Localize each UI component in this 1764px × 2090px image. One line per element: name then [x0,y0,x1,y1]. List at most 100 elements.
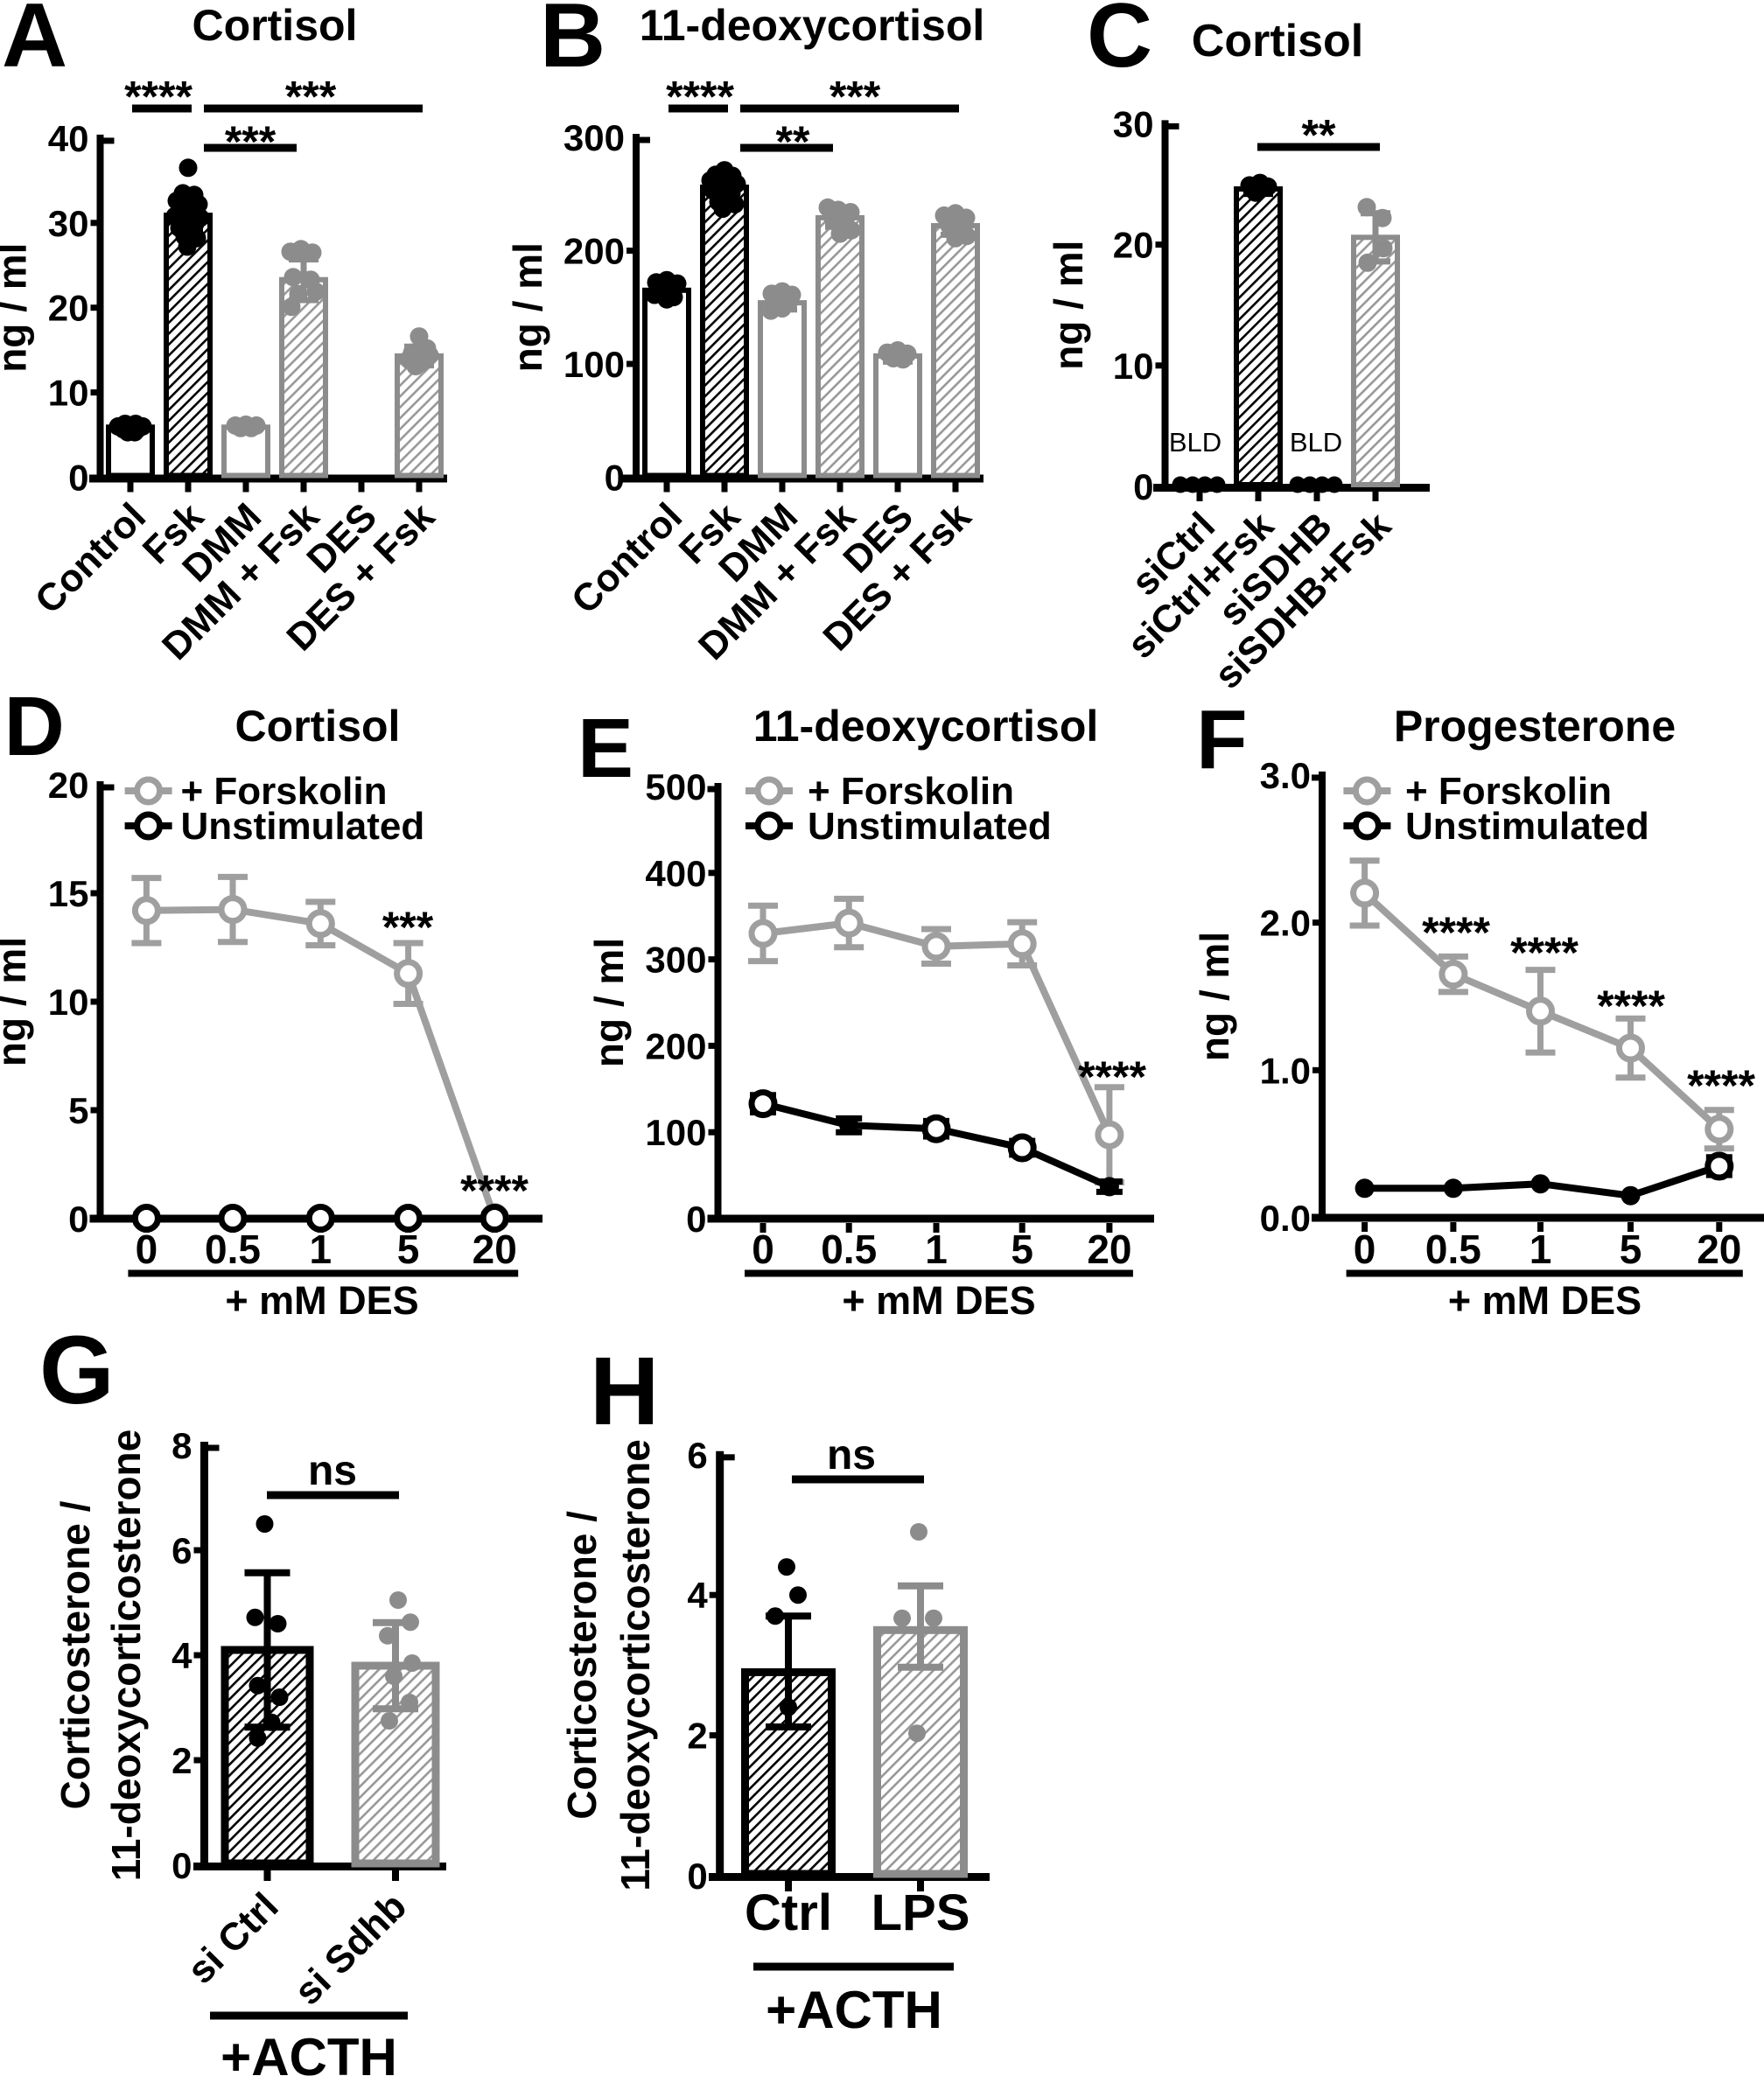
svg-text:+ Forskolin: + Forskolin [1405,770,1612,813]
svg-text:20: 20 [472,1227,517,1272]
svg-text:30: 30 [1113,103,1154,144]
svg-text:***: *** [382,903,434,952]
svg-text:4: 4 [687,1575,708,1616]
svg-text:30: 30 [48,203,89,244]
svg-text:2: 2 [687,1716,707,1757]
svg-text:****: **** [1597,982,1665,1031]
svg-text:100: 100 [564,344,625,385]
svg-text:2.0: 2.0 [1260,903,1311,944]
svg-text:0: 0 [68,1199,88,1240]
svg-text:10: 10 [48,373,89,414]
svg-text:20: 20 [1113,225,1154,266]
svg-text:Cortisol: Cortisol [192,1,358,50]
svg-text:10: 10 [48,982,89,1023]
svg-text:0.0: 0.0 [1260,1198,1311,1239]
svg-text:15: 15 [48,873,89,914]
svg-text:+ mM DES: + mM DES [842,1278,1035,1323]
svg-text:**: ** [776,117,810,166]
svg-text:Unstimulated: Unstimulated [1405,805,1649,848]
svg-text:0: 0 [605,458,625,499]
svg-text:300: 300 [645,940,706,981]
svg-text:0.5: 0.5 [821,1227,877,1272]
svg-text:1: 1 [925,1227,948,1272]
svg-text:0.5: 0.5 [1425,1227,1481,1272]
svg-text:H: H [590,1338,659,1445]
svg-text:Corticosterone /: Corticosterone / [52,1500,98,1809]
svg-text:ng / ml: ng / ml [0,937,34,1066]
svg-text:ng / ml: ng / ml [586,938,632,1067]
svg-text:Corticosterone /: Corticosterone / [559,1511,605,1820]
svg-text:0: 0 [687,1856,707,1897]
svg-text:5: 5 [397,1227,420,1272]
svg-text:1: 1 [310,1227,332,1272]
svg-text:A: A [2,0,67,87]
svg-text:BLD: BLD [1290,427,1342,458]
svg-text:+ Forskolin: + Forskolin [808,770,1014,813]
svg-text:+ mM DES: + mM DES [225,1278,418,1323]
svg-text:6: 6 [687,1435,707,1476]
svg-text:5: 5 [68,1090,88,1131]
svg-text:400: 400 [645,853,706,894]
svg-text:0: 0 [68,458,88,499]
svg-text:****: **** [460,1166,528,1215]
svg-text:+ACTH: +ACTH [220,2028,397,2087]
svg-text:Ctrl: Ctrl [745,1884,832,1941]
svg-text:****: **** [666,73,734,122]
svg-text:****: **** [124,73,192,122]
svg-text:C: C [1087,0,1152,87]
svg-text:10: 10 [1113,346,1154,387]
svg-text:11-deoxycorticosterone: 11-deoxycorticosterone [103,1429,149,1881]
svg-text:11-deoxycorticosterone: 11-deoxycorticosterone [612,1439,658,1891]
svg-text:G: G [39,1317,115,1424]
svg-text:ng / ml: ng / ml [505,242,550,372]
svg-text:B: B [540,0,606,87]
svg-text:+ Forskolin: + Forskolin [181,770,388,813]
svg-text:Progesterone: Progesterone [1394,702,1676,751]
svg-text:0: 0 [136,1227,158,1272]
svg-text:5: 5 [1011,1227,1033,1272]
svg-text:300: 300 [564,117,625,158]
svg-text:Unstimulated: Unstimulated [808,805,1052,848]
svg-text:3.0: 3.0 [1260,755,1311,796]
svg-text:0: 0 [1133,466,1153,507]
svg-text:2: 2 [172,1740,192,1781]
svg-text:****: **** [1687,1061,1755,1110]
svg-text:20: 20 [48,288,89,329]
svg-text:+ACTH: +ACTH [766,1981,942,2039]
svg-text:0: 0 [1354,1227,1376,1272]
svg-text:ns: ns [827,1432,876,1478]
svg-text:ng / ml: ng / ml [0,243,35,373]
svg-text:1.0: 1.0 [1260,1050,1311,1091]
svg-text:20: 20 [1697,1227,1741,1272]
svg-text:****: **** [1078,1052,1146,1101]
svg-text:0: 0 [686,1199,706,1240]
svg-text:5: 5 [1620,1227,1642,1272]
svg-text:LPS: LPS [872,1884,970,1941]
svg-text:+ mM DES: + mM DES [1448,1278,1642,1323]
svg-text:BLD: BLD [1169,427,1222,458]
svg-text:11-deoxycortisol: 11-deoxycortisol [640,1,985,50]
svg-text:40: 40 [48,118,89,159]
svg-text:0: 0 [752,1227,774,1272]
svg-text:6: 6 [172,1530,192,1571]
svg-text:1: 1 [1530,1227,1552,1272]
svg-text:200: 200 [645,1025,706,1066]
svg-text:4: 4 [172,1635,192,1676]
svg-text:Unstimulated: Unstimulated [181,805,425,848]
svg-text:100: 100 [645,1112,706,1153]
svg-text:F: F [1196,693,1248,786]
svg-text:***: *** [830,73,881,122]
svg-text:ng / ml: ng / ml [1046,241,1091,370]
svg-text:***: *** [285,73,337,122]
svg-text:****: **** [1422,908,1490,957]
svg-text:ng / ml: ng / ml [1192,932,1237,1061]
svg-text:11-deoxycortisol: 11-deoxycortisol [753,702,1099,751]
svg-text:D: D [4,680,65,773]
svg-text:****: **** [1510,928,1578,977]
svg-text:20: 20 [1087,1227,1131,1272]
svg-text:8: 8 [172,1425,192,1466]
svg-text:0.5: 0.5 [205,1227,261,1272]
svg-text:***: *** [225,117,276,166]
svg-text:200: 200 [564,231,625,272]
svg-text:20: 20 [48,765,89,806]
